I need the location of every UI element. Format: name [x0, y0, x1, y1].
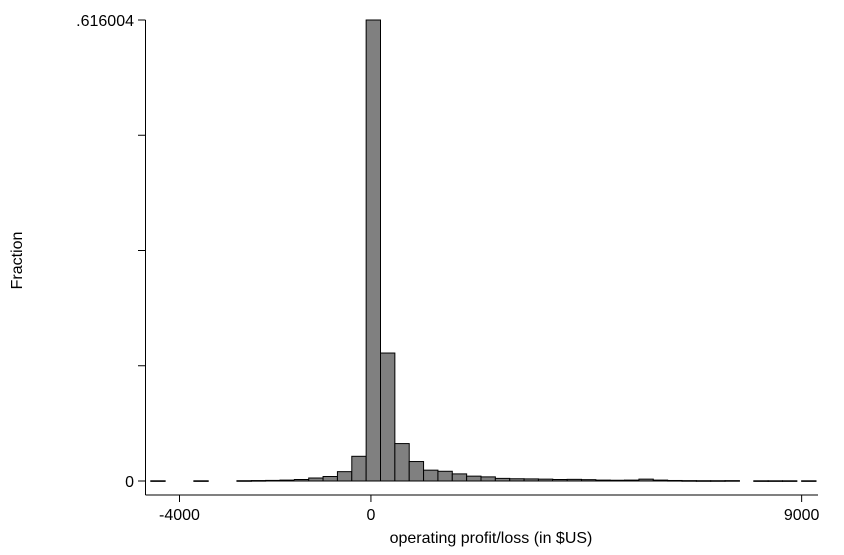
histogram-bar: [279, 479, 295, 482]
histogram-bar: [466, 475, 482, 482]
x-tick-label: -4000: [159, 507, 200, 524]
histogram-bar: [509, 478, 525, 482]
histogram-bar: [537, 478, 554, 482]
histogram-bar: [801, 480, 817, 482]
histogram-bar: [250, 480, 267, 482]
histogram-bar: [609, 479, 626, 482]
histogram-bar: [595, 479, 611, 482]
histogram-bar: [150, 480, 166, 482]
histogram-bar: [566, 478, 583, 482]
histogram-bar: [494, 477, 511, 482]
histogram-bar: [365, 19, 382, 482]
histogram-bar: [408, 461, 425, 482]
histogram-bar: [293, 479, 310, 482]
x-ticks: -4000 0 9000: [159, 495, 820, 524]
y-axis-label: Fraction: [9, 232, 26, 290]
histogram-bar: [667, 479, 683, 482]
histogram-bar: [193, 480, 209, 482]
histogram-bar: [552, 479, 568, 482]
histogram-bar: [437, 470, 453, 482]
histogram-bar: [681, 480, 697, 482]
histogram-bar: [638, 478, 654, 482]
histogram-bar: [767, 480, 784, 482]
histogram-bar: [624, 479, 640, 482]
histogram-bar: [308, 477, 324, 482]
y-tick-label: 0: [125, 474, 134, 491]
histogram-bar: [336, 471, 353, 482]
axes: [145, 20, 818, 496]
y-ticks: .616004 0: [76, 13, 146, 491]
histogram-bar: [451, 473, 468, 482]
histogram-bars: [150, 19, 817, 482]
x-axis-label: operating profit/loss (in $US): [390, 530, 593, 547]
y-tick-label: .616004: [76, 13, 134, 30]
histogram-bar: [782, 480, 798, 482]
histogram-bar: [581, 479, 597, 482]
histogram-bar: [236, 480, 252, 482]
histogram-bar: [480, 476, 496, 482]
histogram-bar: [380, 352, 396, 482]
x-tick-label: 0: [366, 507, 375, 524]
histogram-bar: [652, 479, 669, 482]
histogram-bar: [265, 479, 281, 482]
histogram-bar: [322, 476, 338, 482]
x-tick-label: 9000: [784, 507, 820, 524]
histogram-bar: [351, 455, 367, 482]
histogram-bar: [710, 480, 726, 482]
histogram-bar: [695, 480, 712, 482]
histogram-bar: [394, 443, 410, 482]
histogram-bar: [724, 480, 740, 482]
histogram-bar: [423, 469, 439, 482]
histogram-bar: [523, 478, 539, 482]
histogram-bar: [753, 480, 769, 482]
